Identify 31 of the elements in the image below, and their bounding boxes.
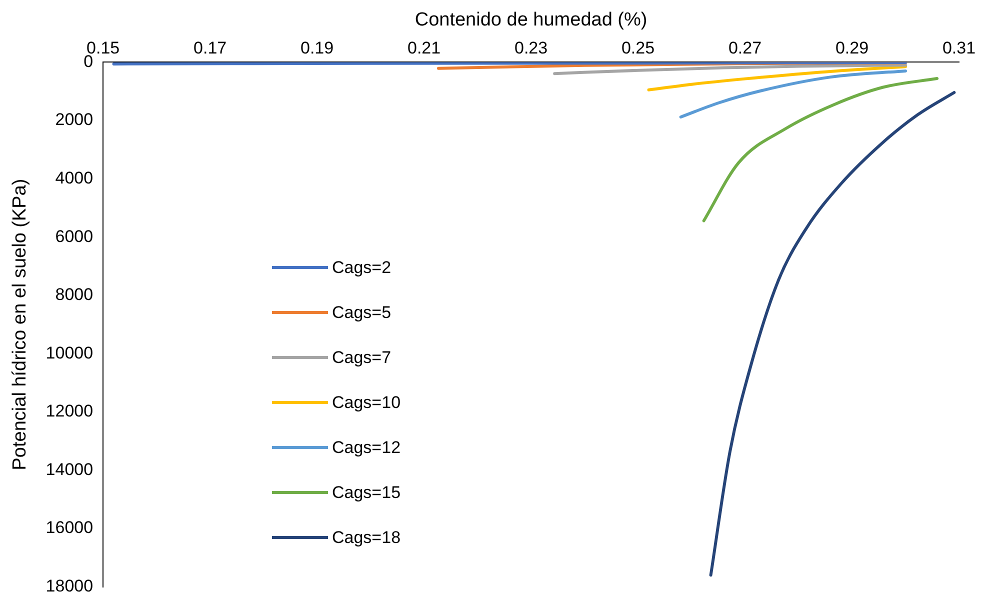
y-tick-label: 2000 — [55, 110, 94, 130]
legend-label: Cags=15 — [332, 482, 401, 502]
y-tick-label: 4000 — [55, 168, 94, 188]
line-series — [702, 77, 939, 222]
y-axis-title: Potencial hídrico en el suelo (KPa) — [10, 178, 31, 470]
y-tick-label: 18000 — [46, 576, 94, 596]
x-tick-label: 0.31 — [942, 38, 976, 58]
y-tick-label: 14000 — [46, 460, 94, 479]
legend-label: Cags=18 — [332, 528, 401, 548]
x-tick-label: 0.21 — [408, 38, 441, 58]
y-tick-label: 16000 — [46, 518, 94, 538]
y-tick-label: 6000 — [55, 226, 94, 246]
line-series — [709, 91, 956, 577]
x-tick-label: 0.23 — [514, 38, 548, 58]
line-series — [679, 69, 908, 118]
line-series — [647, 65, 908, 92]
x-tick-label: 0.29 — [835, 38, 869, 58]
x-tick-label: 0.19 — [300, 38, 334, 58]
legend-label: Cags=10 — [332, 392, 401, 412]
x-tick-label: 0.27 — [728, 38, 762, 58]
legend-label: Cags=5 — [332, 302, 392, 322]
legend-label: Cags=12 — [332, 438, 401, 458]
y-tick-label: 8000 — [55, 285, 94, 304]
x-tick-label: 0.25 — [621, 38, 655, 58]
line-series — [553, 64, 908, 76]
legend-label: Cags=7 — [332, 348, 392, 368]
y-tick-label: 12000 — [46, 402, 94, 421]
x-axis-title: Contenido de humedad (%) — [414, 10, 648, 31]
x-tick-label: 0.17 — [194, 38, 227, 58]
legend-label: Cags=2 — [332, 258, 392, 278]
y-tick-label: 10000 — [46, 343, 94, 362]
